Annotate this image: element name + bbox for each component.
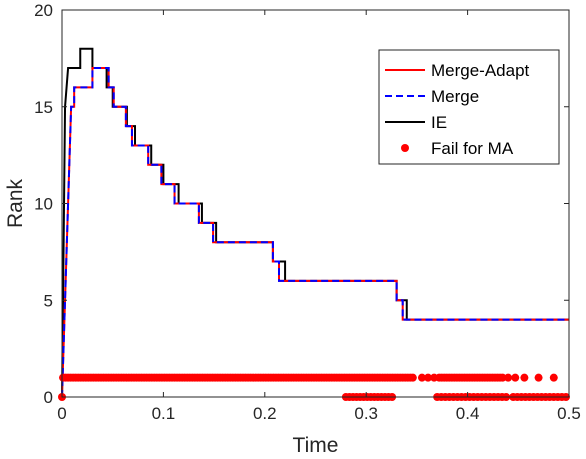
fail-markers <box>58 373 570 401</box>
x-tick-label: 0.1 <box>152 404 176 423</box>
plot-series <box>61 47 569 398</box>
fail-marker <box>534 373 543 382</box>
x-tick-label: 0 <box>57 404 66 423</box>
x-axis-label: Time <box>293 434 339 457</box>
y-tick-label: 15 <box>34 98 53 117</box>
legend-label: IE <box>431 113 447 132</box>
y-tick-label: 0 <box>44 388 53 407</box>
y-axis-label: Rank <box>4 178 27 228</box>
x-tick-label: 0.3 <box>354 404 378 423</box>
fail-marker <box>549 373 558 382</box>
y-tick-label: 5 <box>44 291 53 310</box>
fail-marker <box>424 373 433 382</box>
fail-marker <box>511 373 520 382</box>
fail-marker <box>408 373 417 382</box>
series-line-merge <box>61 67 569 398</box>
legend: Merge-Adapt Merge IE Fail for MA <box>378 49 560 165</box>
fail-marker <box>504 373 513 382</box>
legend-marker <box>401 144 409 152</box>
x-tick-label: 0.5 <box>557 404 581 423</box>
x-tick-label: 0.4 <box>456 404 480 423</box>
y-tick-label: 10 <box>34 195 53 214</box>
tick-labels: 0 0.1 0.2 0.3 0.4 0.5 0 5 10 15 20 <box>34 1 581 423</box>
fail-marker <box>520 373 529 382</box>
axes <box>61 9 570 398</box>
fail-marker <box>498 373 507 382</box>
legend-label: Merge <box>431 87 479 106</box>
y-tick-label: 20 <box>34 1 53 20</box>
fail-marker <box>417 373 426 382</box>
legend-label: Merge-Adapt <box>431 61 530 80</box>
legend-label: Fail for MA <box>431 139 514 158</box>
x-tick-label: 0.2 <box>253 404 277 423</box>
